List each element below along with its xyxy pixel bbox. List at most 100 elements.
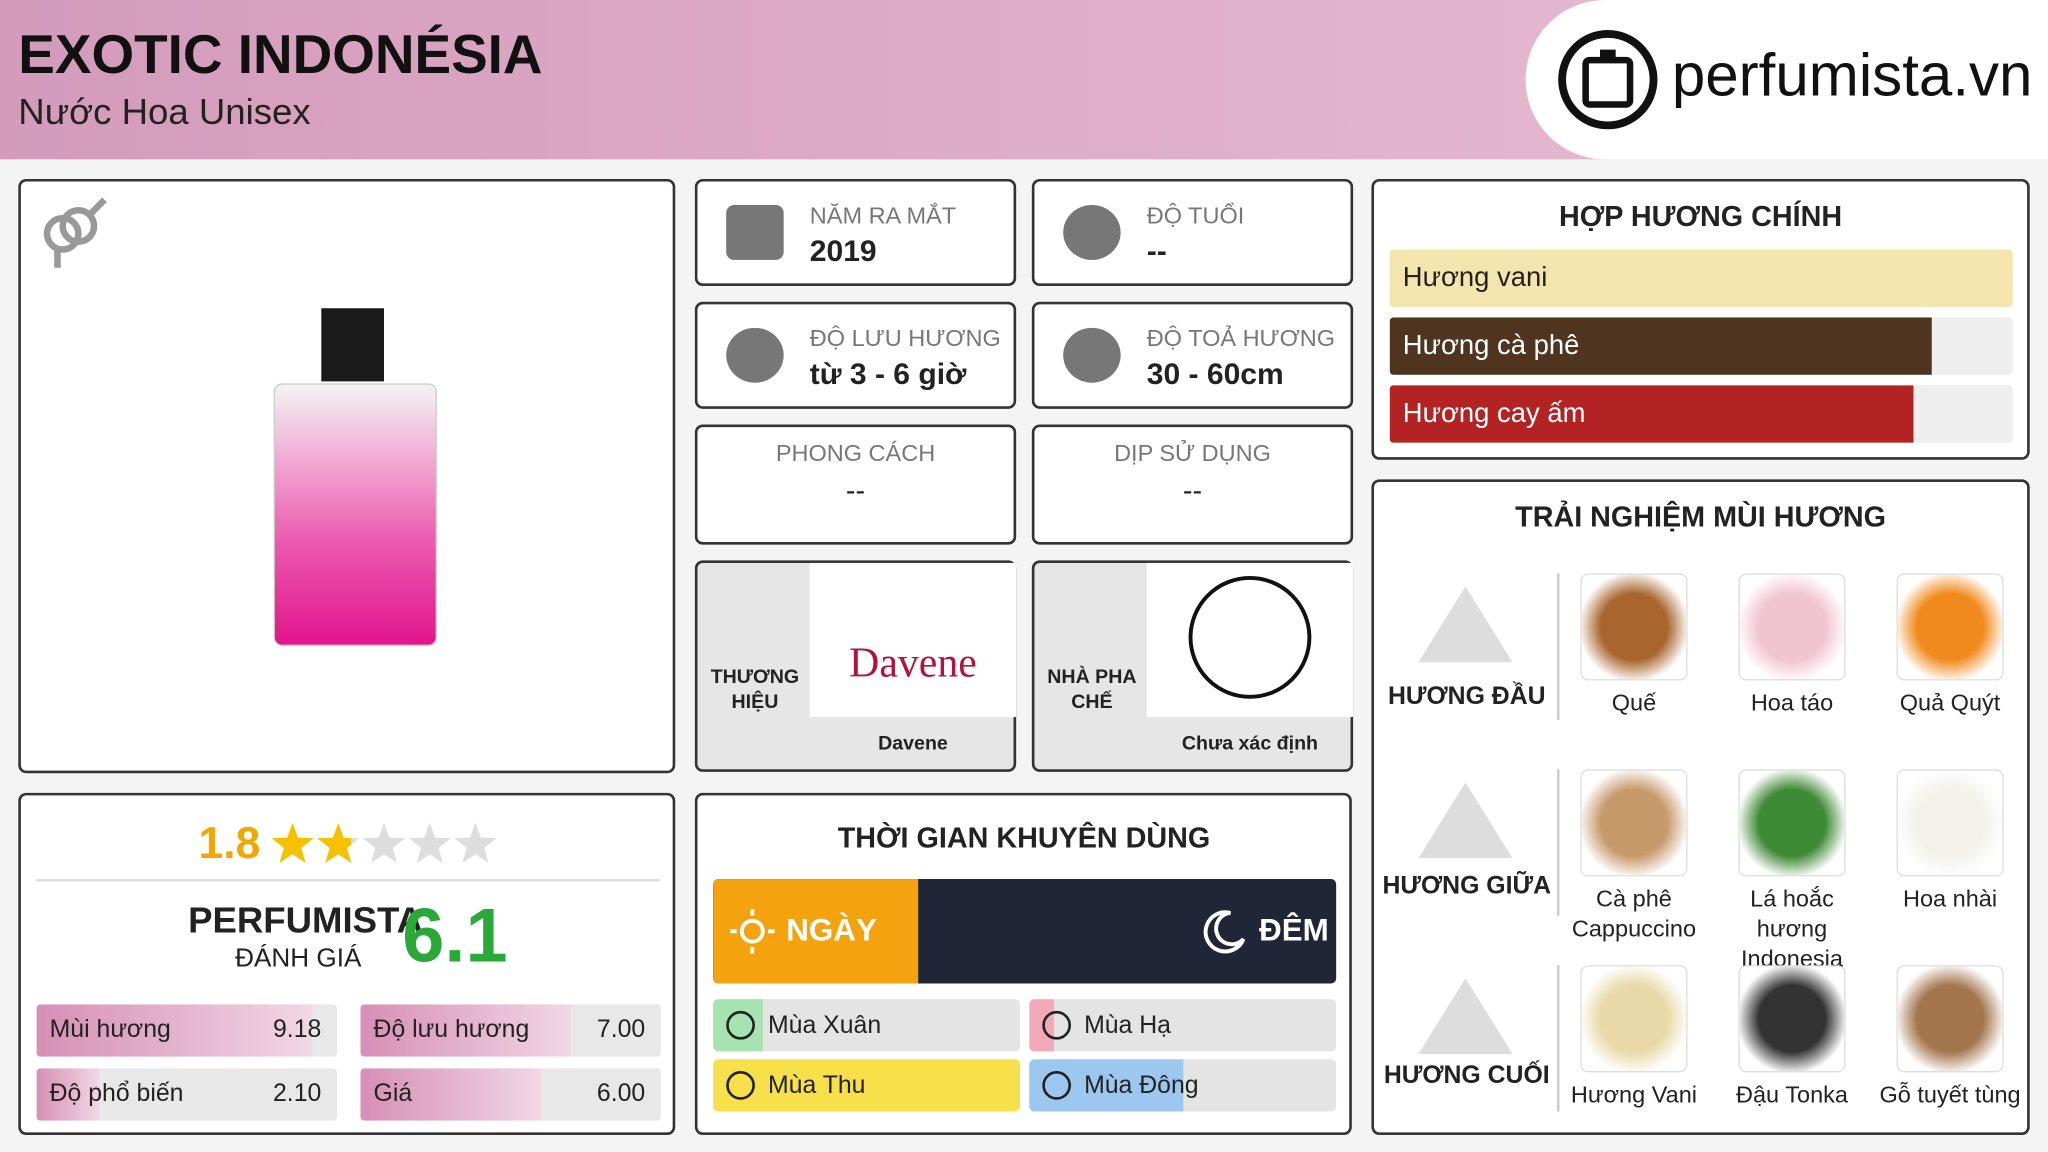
star xyxy=(408,822,451,864)
season-label: Mùa Thu xyxy=(767,1072,866,1100)
note-label: Quả Quýt xyxy=(1899,689,2001,716)
note-image xyxy=(1580,769,1688,877)
rating-bar: Mùi hương 9.18 xyxy=(36,1004,337,1057)
info-label: NHÀ PHA CHẾ xyxy=(1047,666,1137,714)
season-icon xyxy=(726,1071,755,1100)
season-icon xyxy=(1042,1010,1072,1040)
note-image xyxy=(1896,769,2004,877)
note-image xyxy=(1580,573,1688,681)
info-card: ĐỘ LƯU HƯƠNG từ 3 - 6 giờ xyxy=(694,301,1017,409)
info-label: NĂM RA MẮT xyxy=(809,202,957,229)
rating-bar-value: 6.00 xyxy=(596,1080,646,1108)
season-label: Mùa Đông xyxy=(1084,1072,1199,1100)
season-bar: Mùa Đông xyxy=(1029,1059,1337,1112)
rating-bar-fill xyxy=(360,1004,571,1057)
info-value: -- xyxy=(1146,233,1167,268)
tier-divider xyxy=(1556,573,1560,720)
rating-bar: Độ lưu hương 7.00 xyxy=(360,1004,661,1057)
logo-box xyxy=(809,562,1017,718)
accord-label: Hương cà phê xyxy=(1402,330,1580,361)
season-bar: Mùa Hạ xyxy=(1029,999,1337,1052)
tier-icon xyxy=(1418,586,1513,663)
night-label: ĐÊM xyxy=(1259,912,1329,949)
brand-label: PERFUMISTA xyxy=(188,899,424,941)
accord-label: Hương cay ấm xyxy=(1402,398,1586,429)
info-icon xyxy=(1063,327,1121,383)
time-panel: THỜI GIAN KHUYÊN DÙNG NGÀY ĐÊM Mùa Xuân M… xyxy=(694,792,1352,1136)
info-icon xyxy=(726,327,784,383)
info-value: -- xyxy=(845,474,866,507)
note-label: Gỗ tuyết tùng xyxy=(1879,1081,2021,1108)
season-label: Mùa Xuân xyxy=(767,1012,882,1040)
info-label: PHONG CÁCH xyxy=(775,440,936,467)
rating-bar-fill xyxy=(360,1068,541,1121)
day-night-bar: NGÀY ĐÊM xyxy=(713,879,1337,984)
star xyxy=(271,822,314,864)
info-card: NHÀ PHA CHẾ Chưa xác định xyxy=(1031,560,1354,772)
brand-logo: Davene xyxy=(849,638,977,686)
subtitle: Nước Hoa Unisex xyxy=(18,91,311,132)
info-label: THƯƠNG HIỆU xyxy=(710,666,800,714)
info-value: 30 - 60cm xyxy=(1146,356,1284,391)
accord-bar: Hương cà phê xyxy=(1389,317,2013,375)
info-card: DỊP SỬ DỤNG -- xyxy=(1031,424,1354,545)
info-card: THƯƠNG HIỆU Davene Davene xyxy=(694,560,1017,772)
info-label: ĐỘ TOẢ HƯƠNG xyxy=(1146,325,1336,352)
rating-bar-value: 9.18 xyxy=(272,1016,322,1044)
rating-bar-label: Giá xyxy=(373,1080,413,1108)
tier-icon xyxy=(1418,782,1513,859)
star xyxy=(362,822,406,864)
logo-text: perfumista.vn xyxy=(1671,40,2033,109)
note-label: Hoa táo xyxy=(1750,689,1834,716)
product-panel xyxy=(18,178,676,774)
accord-title: HỢP HƯƠNG CHÍNH xyxy=(1559,199,1843,233)
note-label: Lá hoắc hương Indonesia xyxy=(1740,885,1843,972)
tier-icon xyxy=(1418,978,1513,1055)
note-image xyxy=(1738,965,1846,1073)
day-label: NGÀY xyxy=(786,912,877,949)
star xyxy=(454,822,497,864)
season-label: Mùa Hạ xyxy=(1084,1012,1171,1040)
note-image xyxy=(1580,965,1688,1073)
rating-bar-label: Mùi hương xyxy=(49,1016,171,1044)
info-value: -- xyxy=(1182,474,1203,507)
season-bar: Mùa Xuân xyxy=(713,999,1021,1052)
accord-bar: Hương vani xyxy=(1389,249,2013,307)
rating-bar-fill xyxy=(36,1068,100,1121)
rating-bar-value: 7.00 xyxy=(596,1016,646,1044)
info-card: ĐỘ TUỔI -- xyxy=(1031,178,1354,287)
info-label: ĐỘ TUỔI xyxy=(1146,202,1245,229)
tier-label: HƯƠNG ĐẦU xyxy=(1387,683,1546,711)
info-icon xyxy=(1063,205,1121,260)
logo-area: perfumista.vn xyxy=(1525,0,2048,160)
note-image xyxy=(1738,769,1846,877)
accord-fill xyxy=(1389,249,2013,307)
info-value: từ 3 - 6 giờ xyxy=(809,356,967,391)
info-card: NĂM RA MẮT 2019 xyxy=(694,178,1017,287)
note-label: Đậu Tonka xyxy=(1735,1081,1848,1108)
sun-icon xyxy=(730,909,775,954)
info-label: ĐỘ LƯU HƯƠNG xyxy=(809,325,1001,352)
season-bar: Mùa Thu xyxy=(713,1059,1021,1112)
info-value: 2019 xyxy=(809,233,877,268)
tier-divider xyxy=(1556,965,1560,1112)
stars xyxy=(271,822,497,864)
unisex-icon xyxy=(43,197,107,268)
info-label: DỊP SỬ DỤNG xyxy=(1114,440,1271,467)
notes-title: TRẢI NGHIỆM MÙI HƯƠNG xyxy=(1515,500,1886,533)
rating-bar: Giá 6.00 xyxy=(360,1068,661,1121)
season-fill xyxy=(713,1059,1021,1112)
rating-bar-value: 2.10 xyxy=(272,1080,322,1108)
rating-bar-label: Độ phổ biến xyxy=(49,1080,184,1108)
note-image xyxy=(1896,965,2004,1073)
season-icon xyxy=(1042,1071,1072,1100)
tier-divider xyxy=(1556,769,1560,916)
bottle xyxy=(273,308,437,646)
rating-panel: 1.8 PERFUMISTA ĐÁNH GIÁ 6.1 Mùi hương 9.1… xyxy=(18,792,676,1136)
tier-label: HƯƠNG CUỐI xyxy=(1383,1061,1550,1090)
note-label: Hương Vani xyxy=(1570,1081,1698,1108)
time-title: THỜI GIAN KHUYÊN DÙNG xyxy=(837,821,1211,855)
tier-label: HƯƠNG GIỮA xyxy=(1382,872,1552,900)
caption: ĐÁNH GIÁ xyxy=(235,944,362,974)
